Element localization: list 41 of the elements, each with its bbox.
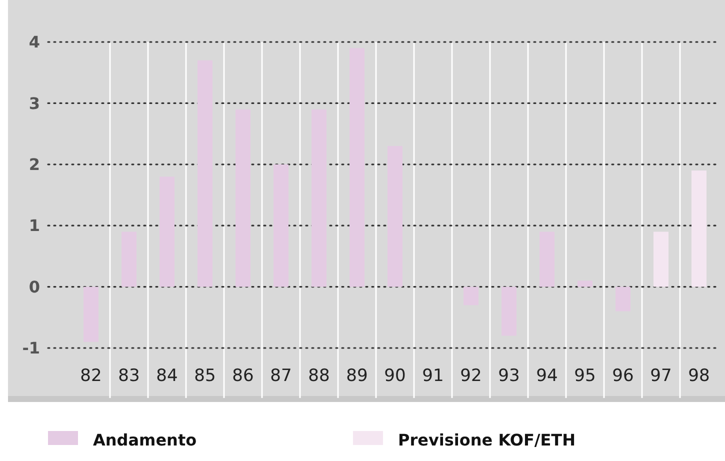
- bar: [350, 48, 364, 287]
- bar: [654, 232, 668, 287]
- bar: [122, 232, 136, 287]
- bar: [84, 286, 98, 342]
- x-tick-label: 87: [270, 366, 292, 386]
- x-tick-label: 95: [574, 366, 596, 386]
- y-tick-label: -1: [22, 338, 40, 358]
- x-tick-label: 88: [308, 366, 330, 386]
- x-tick-label: 91: [422, 366, 444, 386]
- x-tick-label: 83: [118, 366, 140, 386]
- bar: [274, 164, 288, 287]
- bar: [692, 170, 706, 287]
- x-tick-label: 96: [612, 366, 634, 386]
- bar: [578, 280, 592, 287]
- bar: [388, 146, 402, 287]
- x-tick-label: 94: [536, 366, 558, 386]
- bar: [198, 60, 212, 287]
- y-tick-label: 3: [28, 94, 40, 113]
- bar: [160, 176, 174, 287]
- x-tick-label: 86: [232, 366, 254, 386]
- legend-label: Previsione KOF/ETH: [398, 430, 576, 450]
- x-tick-label: 85: [194, 366, 216, 386]
- bar: [540, 232, 554, 287]
- bar: [236, 109, 250, 287]
- y-tick-label: 4: [28, 32, 40, 52]
- x-tick-label: 89: [346, 366, 368, 386]
- bar: [502, 286, 516, 336]
- bar: [312, 109, 326, 287]
- bar: [464, 286, 478, 306]
- x-tick-label: 92: [460, 366, 482, 386]
- x-tick-label: 84: [156, 366, 178, 386]
- y-tick-label: 0: [28, 277, 40, 296]
- bar: [616, 286, 630, 312]
- x-tick-label: 82: [80, 366, 102, 386]
- x-tick-label: 98: [688, 366, 710, 386]
- x-tick-label: 93: [498, 366, 520, 386]
- y-tick-label: 1: [28, 216, 40, 236]
- x-tick-label: 90: [384, 366, 406, 386]
- x-tick-label: 97: [650, 366, 672, 386]
- y-tick-label: 2: [28, 155, 40, 174]
- legend-label: Andamento: [93, 430, 197, 450]
